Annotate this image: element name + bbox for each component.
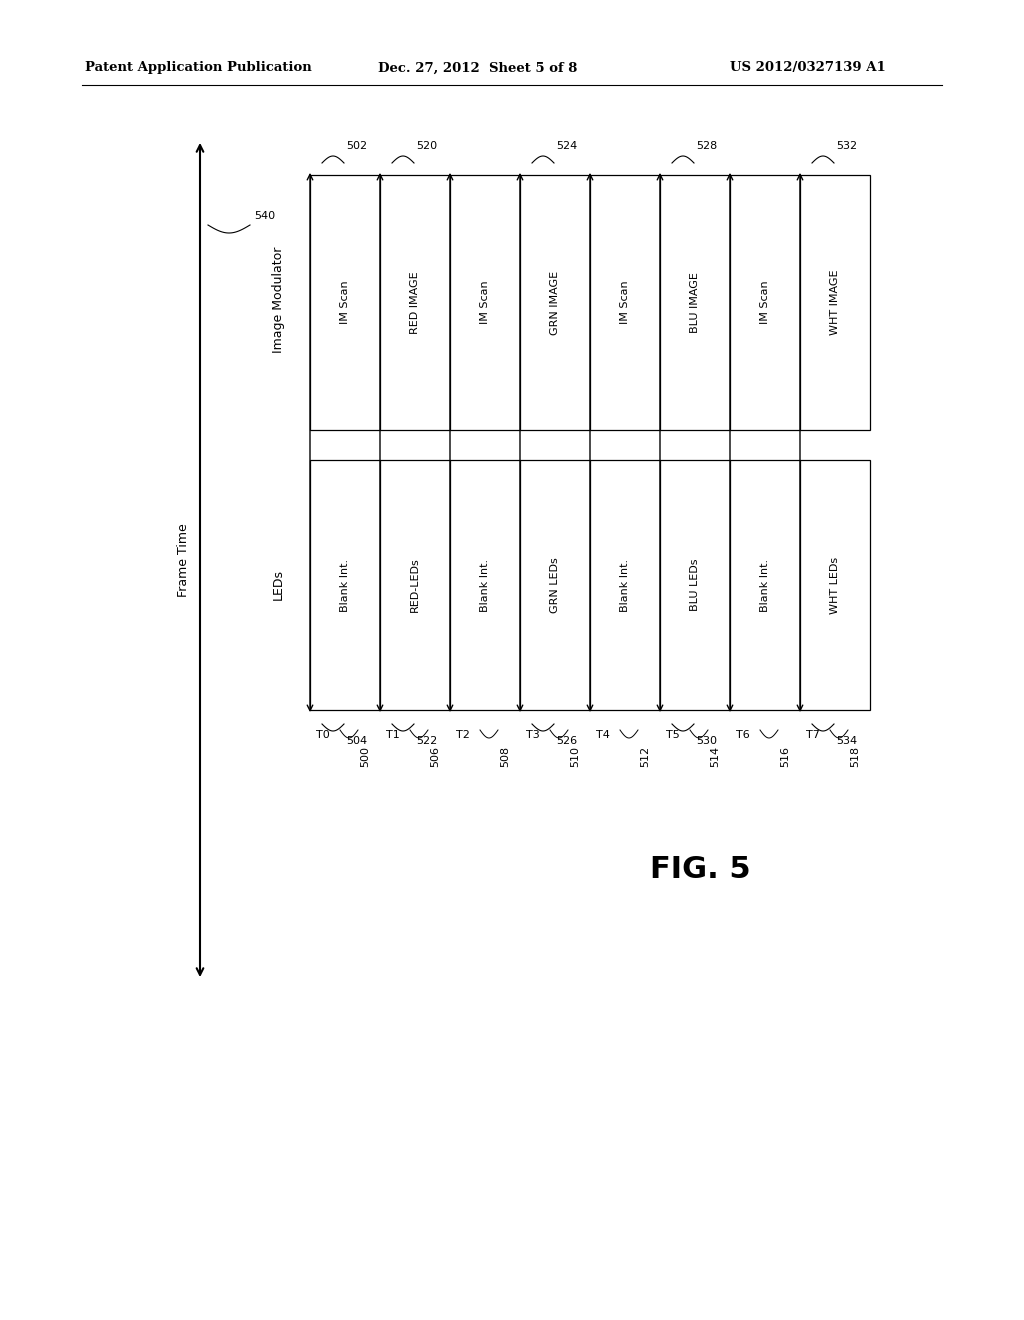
Text: GRN LEDs: GRN LEDs (550, 557, 560, 612)
Text: Image Modulator: Image Modulator (272, 247, 285, 354)
Text: Blank Int.: Blank Int. (480, 558, 490, 611)
Text: 500: 500 (360, 746, 370, 767)
Bar (590, 459, 660, 710)
Text: T2: T2 (456, 730, 470, 741)
Text: T1: T1 (386, 730, 399, 741)
Text: RED-LEDs: RED-LEDs (410, 557, 420, 612)
Text: RED IMAGE: RED IMAGE (410, 271, 420, 334)
Text: 514: 514 (710, 746, 720, 767)
Text: US 2012/0327139 A1: US 2012/0327139 A1 (730, 62, 886, 74)
Text: Blank Int.: Blank Int. (620, 558, 630, 611)
Bar (800, 459, 870, 710)
Bar (380, 459, 450, 710)
Text: 502: 502 (346, 141, 368, 150)
Text: Patent Application Publication: Patent Application Publication (85, 62, 311, 74)
Text: FIG. 5: FIG. 5 (649, 855, 751, 884)
Text: LEDs: LEDs (272, 569, 285, 601)
Bar (310, 459, 380, 710)
Text: BLU LEDs: BLU LEDs (690, 558, 700, 611)
Bar (450, 176, 520, 430)
Text: Frame Time: Frame Time (177, 523, 190, 597)
Text: 520: 520 (416, 141, 437, 150)
Bar (590, 176, 660, 430)
Text: 530: 530 (696, 737, 717, 746)
Text: 524: 524 (556, 141, 578, 150)
Text: IM Scan: IM Scan (620, 281, 630, 325)
Text: Blank Int.: Blank Int. (340, 558, 350, 611)
Text: 540: 540 (254, 211, 275, 220)
Text: T7: T7 (806, 730, 820, 741)
Text: Dec. 27, 2012  Sheet 5 of 8: Dec. 27, 2012 Sheet 5 of 8 (378, 62, 578, 74)
Text: T0: T0 (316, 730, 330, 741)
Text: BLU IMAGE: BLU IMAGE (690, 272, 700, 333)
Bar (520, 176, 590, 430)
Text: T4: T4 (596, 730, 610, 741)
Bar (450, 459, 520, 710)
Text: IM Scan: IM Scan (760, 281, 770, 325)
Text: T3: T3 (526, 730, 540, 741)
Text: 510: 510 (570, 746, 580, 767)
Text: WHT IMAGE: WHT IMAGE (830, 269, 840, 335)
Text: 522: 522 (416, 737, 437, 746)
Bar (520, 459, 590, 710)
Bar (660, 459, 730, 710)
Text: 534: 534 (836, 737, 857, 746)
Text: T5: T5 (666, 730, 680, 741)
Bar (800, 176, 870, 430)
Text: 528: 528 (696, 141, 717, 150)
Text: 532: 532 (836, 141, 857, 150)
Bar (660, 176, 730, 430)
Bar (730, 459, 800, 710)
Text: 508: 508 (500, 746, 510, 767)
Text: 516: 516 (780, 746, 790, 767)
Bar (380, 176, 450, 430)
Text: T6: T6 (736, 730, 750, 741)
Text: Blank Int.: Blank Int. (760, 558, 770, 611)
Text: 504: 504 (346, 737, 368, 746)
Text: 506: 506 (430, 746, 440, 767)
Text: 512: 512 (640, 746, 650, 767)
Text: WHT LEDs: WHT LEDs (830, 557, 840, 614)
Bar (310, 176, 380, 430)
Text: IM Scan: IM Scan (480, 281, 490, 325)
Text: 526: 526 (556, 737, 578, 746)
Bar (730, 176, 800, 430)
Text: IM Scan: IM Scan (340, 281, 350, 325)
Text: 518: 518 (850, 746, 860, 767)
Text: GRN IMAGE: GRN IMAGE (550, 271, 560, 334)
